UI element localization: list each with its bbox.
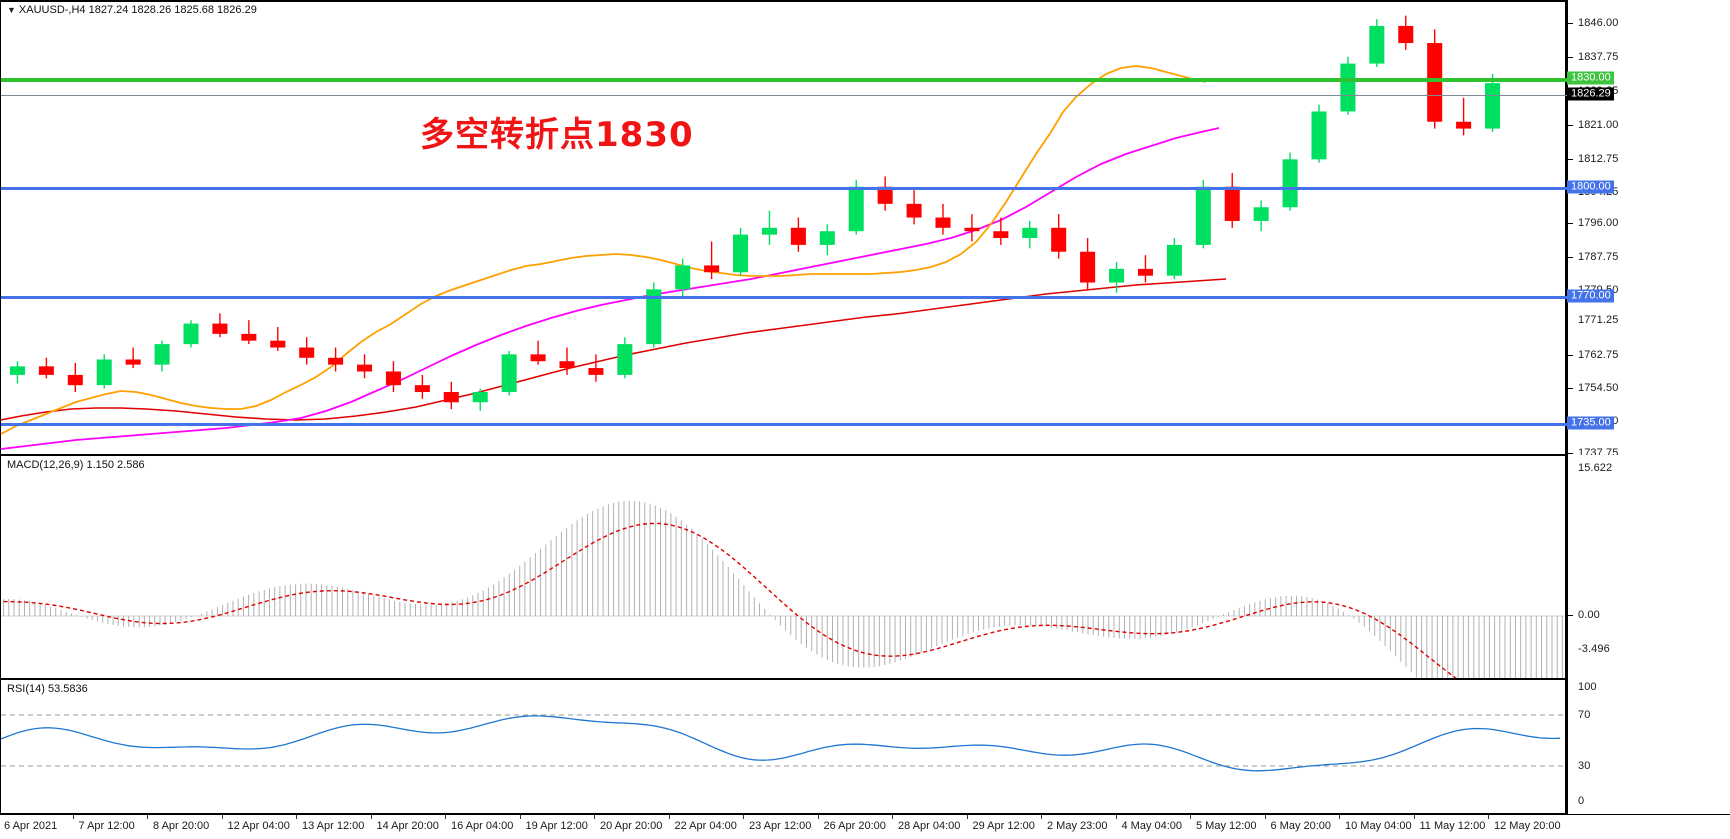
time-axis-label: 6 May 20:00 xyxy=(1264,815,1332,832)
price-tick: 1837.75 xyxy=(1568,51,1618,63)
rsi-tick: 100 xyxy=(1578,681,1597,693)
macd-tick: -3.496 xyxy=(1578,643,1610,655)
macd-tick: 15.622 xyxy=(1578,462,1613,474)
ma-fast-orange-line xyxy=(1,65,1207,435)
macd-panel[interactable]: MACD(12,26,9) 1.150 2.586 xyxy=(0,455,1566,679)
price-tag-1735[interactable]: 1735.00 xyxy=(1567,416,1614,430)
price-tick: 1812.75 xyxy=(1568,153,1618,165)
time-axis-label: 16 Apr 04:00 xyxy=(444,815,514,832)
macd-plot xyxy=(1,456,1565,678)
price-tag-1800[interactable]: 1800.00 xyxy=(1567,180,1614,194)
time-axis[interactable]: 6 Apr 2021 7 Apr 12:00 8 Apr 20:00 12 Apr 0… xyxy=(0,814,1730,839)
macd-scale[interactable]: 15.622 0.00 -3.496 xyxy=(1566,455,1730,679)
price-plot xyxy=(1,2,1567,457)
price-chart-panel[interactable]: ▼ XAUUSD-,H4 1827.24 1828.26 1825.68 1826… xyxy=(0,0,1567,457)
chart-annotation-text: 多空转折点1830 xyxy=(420,115,694,155)
time-axis-label: 13 Apr 12:00 xyxy=(295,815,365,832)
macd-tick: 0.00 xyxy=(1568,609,1600,621)
time-axis-label: 29 Apr 12:00 xyxy=(966,815,1035,832)
ma-mid-magenta-line xyxy=(1,127,1220,450)
price-tag-layer: 1830.00 1826.29 1800.00 1770.00 1735.00 xyxy=(1566,0,1730,560)
macd-histogram xyxy=(3,500,1563,678)
rsi-tick: 0 xyxy=(1578,795,1585,807)
level-line-1735[interactable] xyxy=(1,423,1567,426)
chart-header-text: XAUUSD-,H4 1827.24 1828.26 1825.68 1826.… xyxy=(18,4,257,16)
time-axis-label: 5 May 12:00 xyxy=(1190,815,1257,832)
triangle-down-icon[interactable]: ▼ xyxy=(7,5,16,15)
price-tick: 1771.25 xyxy=(1578,314,1619,326)
time-axis-label: 12 Apr 04:00 xyxy=(221,815,290,832)
time-axis-label: 2 May 23:00 xyxy=(1041,815,1108,832)
time-axis-label: 28 Apr 04:00 xyxy=(891,815,961,832)
time-axis-label: 8 Apr 20:00 xyxy=(146,815,210,832)
time-axis-label: 19 Apr 12:00 xyxy=(519,815,588,832)
macd-label: MACD(12,26,9) 1.150 2.586 xyxy=(7,459,145,471)
rsi-scale[interactable]: 100 70 30 0 xyxy=(1566,679,1730,814)
time-axis-label: 14 Apr 20:00 xyxy=(370,815,439,832)
chart-header: ▼ XAUUSD-,H4 1827.24 1828.26 1825.68 1826… xyxy=(7,4,257,16)
price-tick: 1796.00 xyxy=(1568,217,1618,229)
price-tick: 1846.00 xyxy=(1568,17,1618,29)
price-tick: 1754.50 xyxy=(1568,382,1618,394)
rsi-label: RSI(14) 53.5836 xyxy=(7,683,88,695)
price-tick: 1821.00 xyxy=(1568,119,1618,131)
rsi-panel[interactable]: RSI(14) 53.5836 xyxy=(0,679,1566,814)
price-tick: 1762.75 xyxy=(1568,349,1618,361)
level-line-1830[interactable] xyxy=(1,78,1567,82)
rsi-line xyxy=(1,715,1561,772)
rsi-tick: 70 xyxy=(1578,709,1591,721)
time-axis-label: 22 Apr 04:00 xyxy=(668,815,737,832)
ma-slow-red-line xyxy=(1,278,1227,421)
time-axis-label: 4 May 04:00 xyxy=(1115,815,1183,832)
time-axis-label: 23 Apr 12:00 xyxy=(742,815,812,832)
candlestick-series xyxy=(9,15,1501,411)
price-tick: 1787.75 xyxy=(1568,251,1618,263)
level-line-1770[interactable] xyxy=(1,296,1567,299)
price-tag-last: 1826.29 xyxy=(1567,87,1614,101)
time-axis-label: 6 Apr 2021 xyxy=(4,820,58,832)
time-axis-label: 26 Apr 20:00 xyxy=(817,815,886,832)
rsi-plot xyxy=(1,680,1565,813)
time-axis-label: 11 May 12:00 xyxy=(1413,815,1486,832)
rsi-tick: 30 xyxy=(1578,760,1591,772)
last-price-line xyxy=(1,95,1567,96)
level-line-1800[interactable] xyxy=(1,187,1567,190)
price-tag-1830[interactable]: 1830.00 xyxy=(1567,71,1614,85)
time-axis-label: 10 May 04:00 xyxy=(1339,815,1412,832)
time-axis-label: 20 Apr 20:00 xyxy=(593,815,663,832)
time-axis-label: 7 Apr 12:00 xyxy=(72,815,135,832)
price-tag-1770[interactable]: 1770.00 xyxy=(1567,289,1614,303)
time-axis-label: 12 May 20:00 xyxy=(1488,815,1561,832)
macd-signal-line xyxy=(3,522,1457,678)
